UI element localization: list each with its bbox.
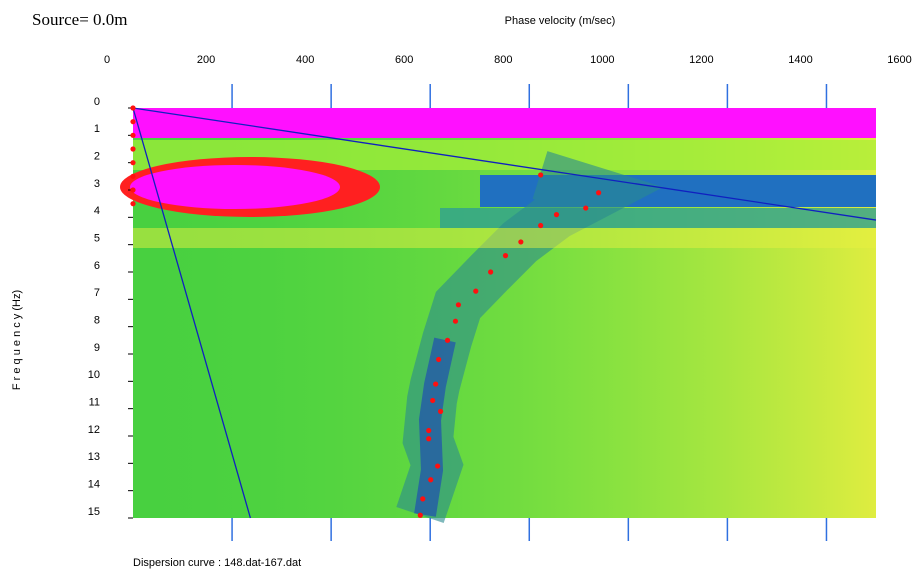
point xyxy=(538,222,544,229)
y-tick-label: 0 xyxy=(94,96,100,108)
x-tick-label: 400 xyxy=(296,54,314,66)
y-tick-label: 8 xyxy=(94,315,100,327)
point xyxy=(444,337,451,343)
point xyxy=(473,288,479,294)
point xyxy=(596,190,602,196)
y-tick-label: 11 xyxy=(89,397,100,409)
point xyxy=(553,212,560,218)
x-tick-label: 200 xyxy=(197,54,215,66)
point xyxy=(130,119,136,125)
x-tick-label: 1000 xyxy=(590,54,614,66)
chart-title: Source= 0.0m xyxy=(32,10,128,29)
point xyxy=(438,408,444,414)
point xyxy=(436,356,442,363)
y-tick-label: 7 xyxy=(94,287,100,299)
point xyxy=(502,253,509,259)
y-tick-label: 1 xyxy=(94,123,100,135)
point xyxy=(518,239,524,245)
point xyxy=(130,201,136,207)
x-tick-label: 1200 xyxy=(689,54,713,66)
y-tick-label: 13 xyxy=(88,451,100,463)
y-tick-label: 14 xyxy=(88,479,100,491)
point xyxy=(130,173,136,179)
point xyxy=(426,427,432,434)
point xyxy=(130,160,136,166)
point xyxy=(420,496,426,502)
guide-line xyxy=(132,107,877,221)
y-tick-label: 15 xyxy=(88,506,100,518)
point xyxy=(452,318,459,324)
y-tick-label: 12 xyxy=(88,424,100,436)
y-tick-label: 10 xyxy=(88,369,100,381)
y-tick-label: 4 xyxy=(94,205,100,217)
caption: Dispersion curve : 148.dat-167.dat xyxy=(133,557,301,569)
y-tick-label: 5 xyxy=(94,233,100,245)
point xyxy=(538,172,544,178)
point xyxy=(130,146,136,152)
point xyxy=(130,132,136,138)
y-axis-label: F r e q u e n c y (Hz) xyxy=(11,290,23,390)
guide-line xyxy=(132,107,252,519)
x-tick-label: 1600 xyxy=(887,54,911,66)
x-tick-label: 800 xyxy=(494,54,512,66)
x-tick-label: 0 xyxy=(104,54,110,66)
point xyxy=(583,205,589,211)
point xyxy=(428,477,434,483)
x-tick-label: 600 xyxy=(395,54,413,66)
point xyxy=(417,512,423,518)
y-tick-label: 9 xyxy=(94,342,100,354)
heatmap xyxy=(120,108,876,524)
y-tick-label: 6 xyxy=(94,260,100,272)
point xyxy=(455,302,462,308)
y-tick-label: 2 xyxy=(94,151,100,163)
y-tick-label: 3 xyxy=(94,178,100,190)
point xyxy=(130,105,136,111)
point xyxy=(130,187,136,193)
x-axis-label: Phase velocity (m/sec) xyxy=(505,15,616,27)
x-tick-label: 1400 xyxy=(788,54,812,66)
point xyxy=(430,397,436,404)
point xyxy=(435,463,441,469)
point xyxy=(433,381,439,387)
point xyxy=(426,436,432,442)
point xyxy=(488,269,494,275)
